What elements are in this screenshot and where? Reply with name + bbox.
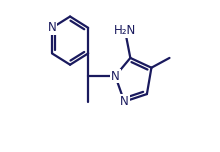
Text: N: N — [48, 21, 56, 34]
Text: N: N — [111, 69, 120, 83]
Text: N: N — [120, 95, 129, 108]
Text: H₂N: H₂N — [114, 24, 136, 37]
